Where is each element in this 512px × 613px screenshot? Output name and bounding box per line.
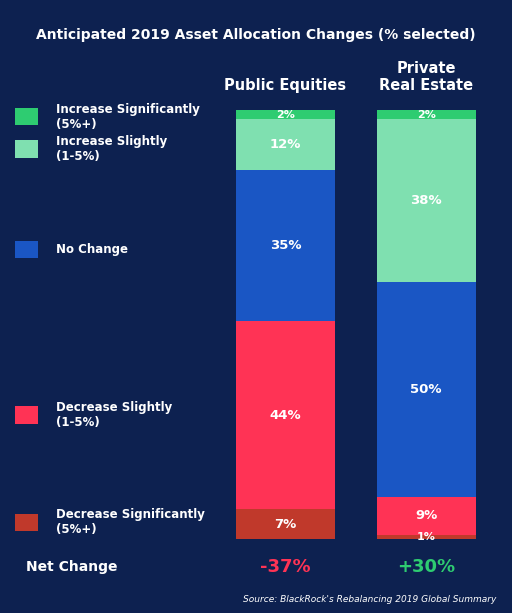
Bar [236,110,335,119]
Text: Anticipated 2019 Asset Allocation Changes (% selected): Anticipated 2019 Asset Allocation Change… [36,28,476,42]
Text: No Change: No Change [56,243,129,256]
Text: Net Change: Net Change [26,560,117,574]
Text: Increase Slightly
(1-5%): Increase Slightly (1-5%) [56,135,167,163]
Bar [236,170,335,321]
Text: Source: BlackRock's Rebalancing 2019 Global Summary: Source: BlackRock's Rebalancing 2019 Glo… [243,595,497,604]
Text: Public Equities: Public Equities [224,78,347,93]
Text: 2%: 2% [276,110,295,120]
Text: 35%: 35% [270,239,301,252]
Bar [236,509,335,539]
Bar [377,282,476,497]
Text: 9%: 9% [415,509,437,522]
Bar [377,119,476,282]
Text: 12%: 12% [270,138,301,151]
Text: 1%: 1% [417,532,436,543]
Bar [236,321,335,509]
Bar [377,110,476,119]
Text: 38%: 38% [411,194,442,207]
Text: Private
Real Estate: Private Real Estate [379,61,473,93]
Text: 44%: 44% [270,408,301,422]
Text: 50%: 50% [411,383,442,396]
Text: 7%: 7% [274,518,296,531]
Bar [236,119,335,170]
Bar [377,497,476,535]
Text: Increase Significantly
(5%+): Increase Significantly (5%+) [56,103,200,131]
Text: -37%: -37% [260,558,311,576]
Text: Decrease Significantly
(5%+): Decrease Significantly (5%+) [56,508,205,536]
Text: Decrease Slightly
(1-5%): Decrease Slightly (1-5%) [56,401,173,429]
Text: +30%: +30% [397,558,455,576]
Text: 2%: 2% [417,110,436,120]
Bar [377,535,476,539]
